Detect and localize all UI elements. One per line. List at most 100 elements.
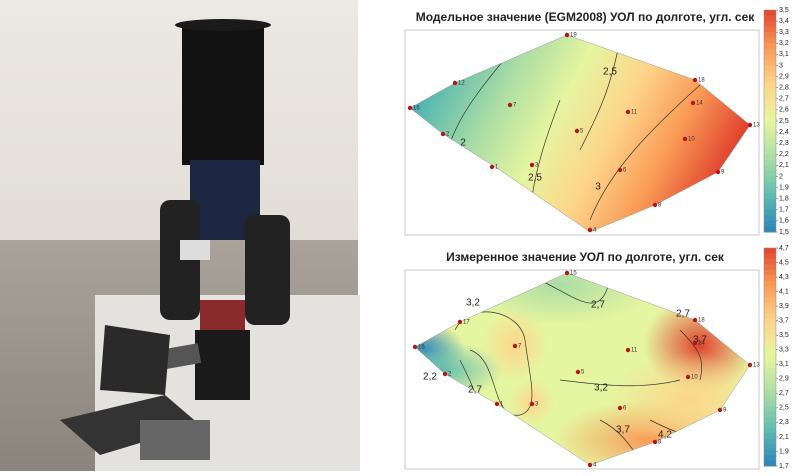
colorbar-cell [764,193,776,199]
contour-chart: Модельное значение (EGM2008) УОЛ по долг… [405,7,789,236]
station [575,129,579,133]
station [576,370,580,374]
station-label: 18 [698,78,705,84]
colorbar-cell [764,38,776,44]
field-blob [610,352,770,448]
colorbar-tick-label: 1,7 [779,207,789,214]
colorbar-tick-label: 1,7 [779,463,789,470]
station-label: 18 [698,318,705,324]
colorbar-tick-label: 2,3 [779,419,789,426]
colorbar-tick-label: 4,5 [779,259,789,266]
photo [0,0,360,471]
colorbar-tick-label: 2,4 [779,129,789,136]
colorbar-tick-label: 2,2 [779,151,789,158]
colorbar-tick-label: 2,5 [779,118,789,125]
colorbar-cell [764,455,776,461]
station [748,363,752,367]
colorbar-cell [764,177,776,183]
colorbar-cell [764,77,776,83]
colorbar-tick-label: 3,3 [779,29,789,36]
page: Модельное значение (EGM2008) УОЛ по долг… [0,0,796,471]
colorbar-cell [764,275,776,281]
station [691,101,695,105]
colorbar-cell [764,379,776,385]
colorbar-cell [764,43,776,49]
contour-label: 2,2 [423,372,437,383]
colorbar-cell [764,352,776,358]
colorbar-tick-label: 1,8 [779,196,789,203]
colorbar-cell [764,373,776,379]
colorbar-cell [764,149,776,155]
colorbar-cell [764,60,776,66]
station [490,165,494,169]
colorbar-cell [764,439,776,445]
colorbar-cell [764,341,776,347]
station-label: 17 [463,320,470,326]
contour-label: 2,7 [468,385,482,396]
colorbar-cell [764,292,776,298]
colorbar-tick-label: 3,2 [779,40,789,47]
station [588,228,592,232]
colorbar-cell [764,428,776,434]
colorbar-cell [764,210,776,216]
station-label: 11 [631,348,638,354]
station [408,106,412,110]
colorbar-cell [764,215,776,221]
station-label: 14 [698,341,705,347]
colorbar-cell [764,199,776,205]
station [653,203,657,207]
contour-label: 3 [595,182,601,193]
colorbar-tick-label: 2 [779,173,783,180]
colorbar-cell [764,417,776,423]
colorbar-cell [764,110,776,116]
colorbar-cell [764,313,776,319]
contour-label: 3,2 [466,298,480,309]
station [495,402,499,406]
colorbar-cell [764,308,776,314]
field-fill [405,30,765,235]
station [653,440,657,444]
colorbar-cell [764,143,776,149]
colorbar-cell [764,253,776,259]
colorbar-cell [764,384,776,390]
chart-title: Измеренное значение УОЛ по долготе, угл.… [446,250,725,264]
station [626,110,630,114]
station-label: 9 [723,408,727,414]
colorbar-cell [764,82,776,88]
colorbar-cell [764,16,776,22]
contour-label: 2,7 [591,300,605,311]
colorbar-cell [764,461,776,467]
station-label: 10 [688,137,695,143]
colorbar-cell [764,66,776,72]
contour-label: 2,5 [528,173,542,184]
colorbar-tick-label: 2,1 [779,434,789,441]
colorbar-cell [764,406,776,412]
station-label: 16 [413,106,420,112]
colorbar-cell [764,188,776,194]
colorbar-cell [764,248,776,254]
colorbar-cell [764,99,776,105]
colorbar-cell [764,303,776,309]
colorbar-cell [764,444,776,450]
colorbar-tick-label: 3,5 [779,332,789,339]
station [686,375,690,379]
colorbar-tick-label: 1,9 [779,448,789,455]
colorbar-tick-label: 2,8 [779,85,789,92]
station-label: 13 [753,363,760,369]
colorbar-cell [764,160,776,166]
colorbar-cell [764,204,776,210]
colorbar-tick-label: 1,5 [779,229,789,236]
station [716,170,720,174]
colorbar-cell [764,330,776,336]
station [718,408,722,412]
station-label: 4 [593,463,597,469]
colorbar-tick-label: 1,9 [779,184,789,191]
colorbar-cell [764,121,776,127]
colorbar-cell [764,270,776,276]
station-label: 12 [458,81,465,87]
station [626,348,630,352]
station [530,163,534,167]
station-label: 16 [418,345,425,351]
station [441,132,445,136]
colorbar-tick-label: 2,7 [779,96,789,103]
